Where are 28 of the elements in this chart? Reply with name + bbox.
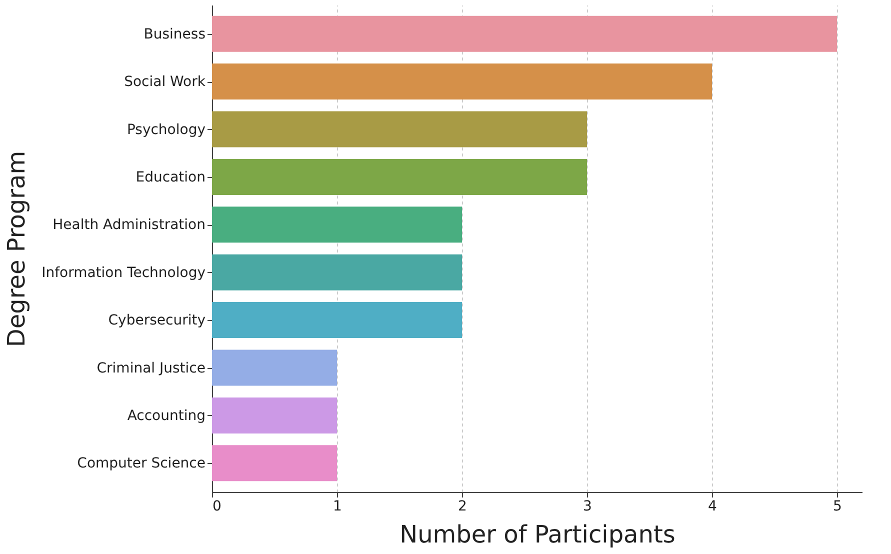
bar bbox=[212, 64, 712, 100]
y-tick-label: Accounting bbox=[127, 408, 206, 424]
bar bbox=[212, 350, 337, 386]
x-tick-label: 1 bbox=[333, 498, 342, 514]
bar bbox=[212, 111, 587, 148]
bar bbox=[212, 254, 462, 290]
bar bbox=[212, 16, 837, 52]
y-tick-label: Business bbox=[144, 26, 206, 42]
x-tick-label: 3 bbox=[583, 498, 592, 514]
x-axis-title: Number of Participants bbox=[400, 520, 676, 548]
x-tick-label: 5 bbox=[833, 498, 842, 514]
x-tick-label: 2 bbox=[458, 498, 467, 514]
y-tick-label: Education bbox=[136, 169, 206, 186]
y-tick-label: Psychology bbox=[126, 122, 206, 138]
x-tick-label: 0 bbox=[212, 498, 222, 514]
y-tick-label: Criminal Justice bbox=[96, 360, 206, 376]
bar bbox=[212, 445, 337, 482]
y-tick-label: Computer Science bbox=[77, 456, 206, 472]
y-tick-label: Social Work bbox=[124, 74, 206, 90]
y-tick-label: Health Administration bbox=[52, 217, 206, 234]
y-tick-label: Cybersecurity bbox=[108, 312, 206, 329]
x-tick-label: 4 bbox=[708, 498, 718, 514]
y-axis-title: Degree Program bbox=[2, 150, 31, 348]
bar bbox=[212, 302, 462, 338]
y-tick-label: Information Technology bbox=[42, 264, 206, 281]
bar bbox=[212, 206, 462, 243]
bar bbox=[212, 397, 337, 434]
bar bbox=[212, 158, 587, 195]
